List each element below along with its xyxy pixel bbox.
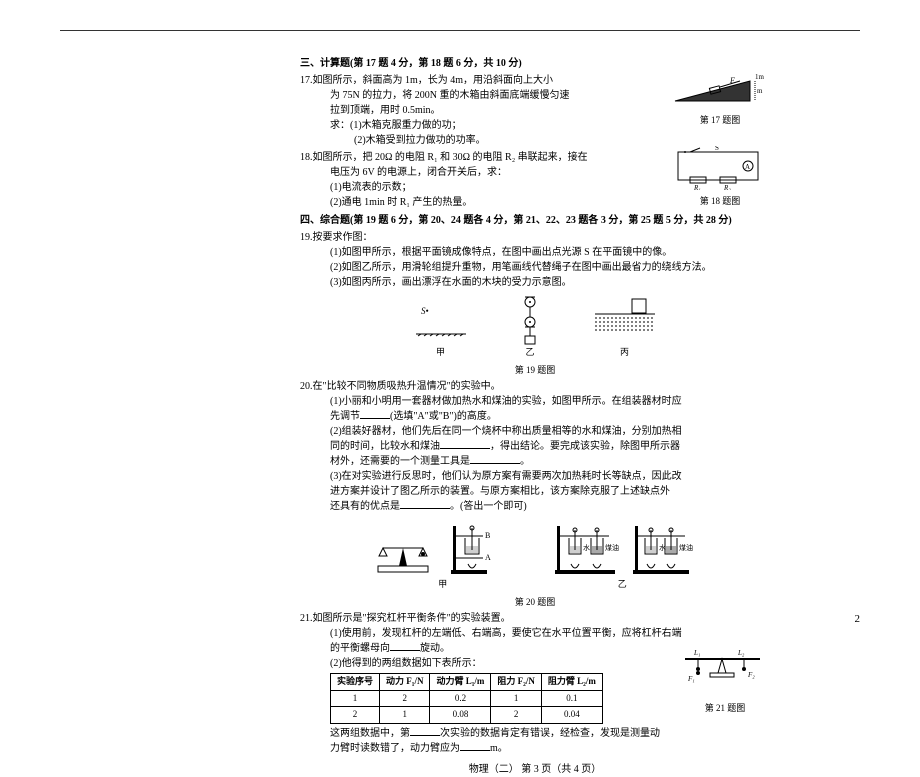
- q20-p3c: 还具有的优点是。(答出一个即可): [300, 499, 770, 514]
- q19-block: 19.按要求作图： (1)如图甲所示，根据平面镜成像特点，在图中画出点光源 S …: [300, 230, 770, 377]
- page-content: 三、计算题(第 17 题 4 分，第 18 题 6 分，共 10 分) F 1m…: [300, 52, 770, 777]
- svg-text:A: A: [485, 553, 491, 562]
- q21-block: L₁ L₂ F₁ F₂ 第 21 题图 21.如图所示是"探究杠杆平衡条件"的实…: [300, 611, 770, 756]
- incline-diagram: F 1m m: [670, 71, 770, 109]
- q19-p2: (2)如图乙所示，用滑轮组提升重物，用笔画线代替绳子在图中画出最省力的绕线方法。: [300, 260, 770, 275]
- q20-block: 20.在"比较不同物质吸热升温情况"的实验中。 (1)小丽和小明用一套器材做加热…: [300, 379, 770, 609]
- q19-fig-label: 第 19 题图: [300, 364, 770, 378]
- section-4-header: 四、综合题(第 19 题 6 分，第 20、24 题各 4 分，第 21、22、…: [300, 214, 770, 228]
- svg-text:F₁: F₁: [687, 675, 695, 683]
- table-row: 1 2 0.2 1 0.1: [331, 690, 603, 707]
- svg-text:1m: 1m: [755, 73, 765, 81]
- q17-figure: F 1m m 第 17 题图: [670, 71, 770, 128]
- q20-p1a: (1)小丽和小明用一套器材做加热水和煤油的实验，如图甲所示。在组装器材时应: [300, 394, 770, 409]
- q21-figure: L₁ L₂ F₁ F₂ 第 21 题图: [680, 647, 770, 716]
- svg-text:水: 水: [583, 543, 590, 552]
- q17-fig-label: 第 17 题图: [670, 114, 770, 128]
- svg-text:F₂: F₂: [747, 671, 755, 679]
- svg-text:A: A: [745, 163, 750, 171]
- blank: [460, 741, 490, 751]
- table-row: 2 1 0.08 2 0.04: [331, 707, 603, 724]
- q18-fig-label: 第 18 题图: [670, 195, 770, 209]
- svg-text:煤油: 煤油: [679, 543, 693, 552]
- q20-p3a: (3)在对实验进行反思时，他们认为原方案有需要两次加热耗时长等缺点，因此改: [300, 469, 770, 484]
- q21-tail2: 力臂时读数错了，动力臂应为m。: [300, 741, 770, 756]
- svg-text:L₂: L₂: [737, 649, 745, 657]
- lever-diagram: L₁ L₂ F₁ F₂: [680, 647, 770, 697]
- page-footer: 物理（二） 第 3 页（共 4 页）: [300, 762, 770, 777]
- svg-text:m: m: [757, 87, 763, 95]
- svg-text:L₁: L₁: [693, 649, 700, 657]
- q21-p1a: (1)使用前，发现杠杆的左端低、右端高，要使它在水平位置平衡，应将杠杆右端: [300, 626, 770, 641]
- q19-p3: (3)如图丙所示，画出漂浮在水面的木块的受力示意图。: [300, 275, 770, 290]
- q20-p2b: 同的时间，比较水和煤油，得出结论。要完成该实验，除图甲所示器: [300, 439, 770, 454]
- svg-text:R₂: R₂: [723, 184, 731, 190]
- q21-fig-label: 第 21 题图: [680, 702, 770, 716]
- svg-text:B: B: [485, 531, 490, 540]
- q20-p1b: 先调节(选填"A"或"B")的高度。: [300, 409, 770, 424]
- section-3-header: 三、计算题(第 17 题 4 分，第 18 题 6 分，共 10 分): [300, 56, 770, 71]
- svg-text:R₁: R₁: [693, 184, 701, 190]
- q19-figs: S• 甲 乙: [300, 294, 770, 360]
- q20-fig-a: B A 甲: [365, 518, 521, 592]
- q20-fig-b: 水 煤油 水 煤油: [539, 518, 705, 592]
- q17-block: F 1m m 第 17 题图 17.如图所示，斜面高为 1m，长为 4m，用沿斜…: [300, 73, 770, 148]
- q21-table: 实验序号 动力 F₁/N 动力臂 L₁/m 阻力 F₂/N 阻力臂 L₂/m 1…: [330, 673, 603, 724]
- q20-p2d: 材外，还需要的一个测量工具是。: [300, 454, 770, 469]
- q19-p1: (1)如图甲所示，根据平面镜成像特点，在图中画出点光源 S 在平面镜中的像。: [300, 245, 770, 260]
- table-header-row: 实验序号 动力 F₁/N 动力臂 L₁/m 阻力 F₂/N 阻力臂 L₂/m: [331, 674, 603, 691]
- blank: [360, 409, 390, 419]
- blank: [470, 454, 520, 464]
- q21-tail: 这两组数据中，第次实验的数据肯定有错误，经检查，发现是测量动: [300, 726, 770, 741]
- q20-p2a: (2)组装好器材，他们先后在同一个烧杯中称出质量相等的水和煤油，分别加热相: [300, 424, 770, 439]
- circuit-diagram: A R₁ R₂ S: [670, 146, 770, 190]
- blank: [440, 439, 490, 449]
- q20-figs: B A 甲 水: [300, 518, 770, 592]
- q19-fig-c: 丙: [582, 294, 668, 360]
- q20-p3b: 进方案并设计了图乙所示的装置。与原方案相比，该方案除克服了上述缺点外: [300, 484, 770, 499]
- q19-fig-a: S• 甲: [403, 294, 479, 360]
- q18-block: A R₁ R₂ S 第 18 题图 18.如图所示，把 20Ω 的电阻 R₁ 和…: [300, 150, 770, 210]
- page-number: 2: [855, 613, 861, 625]
- q18-figure: A R₁ R₂ S 第 18 题图: [670, 146, 770, 209]
- blank: [400, 499, 450, 509]
- q19-fig-b: 乙: [497, 294, 563, 360]
- svg-text:S•: S•: [421, 306, 429, 316]
- q20-fig-label: 第 20 题图: [300, 596, 770, 610]
- svg-text:S: S: [715, 146, 719, 152]
- svg-text:煤油: 煤油: [605, 543, 619, 552]
- top-rule: [60, 30, 860, 31]
- blank: [410, 726, 440, 736]
